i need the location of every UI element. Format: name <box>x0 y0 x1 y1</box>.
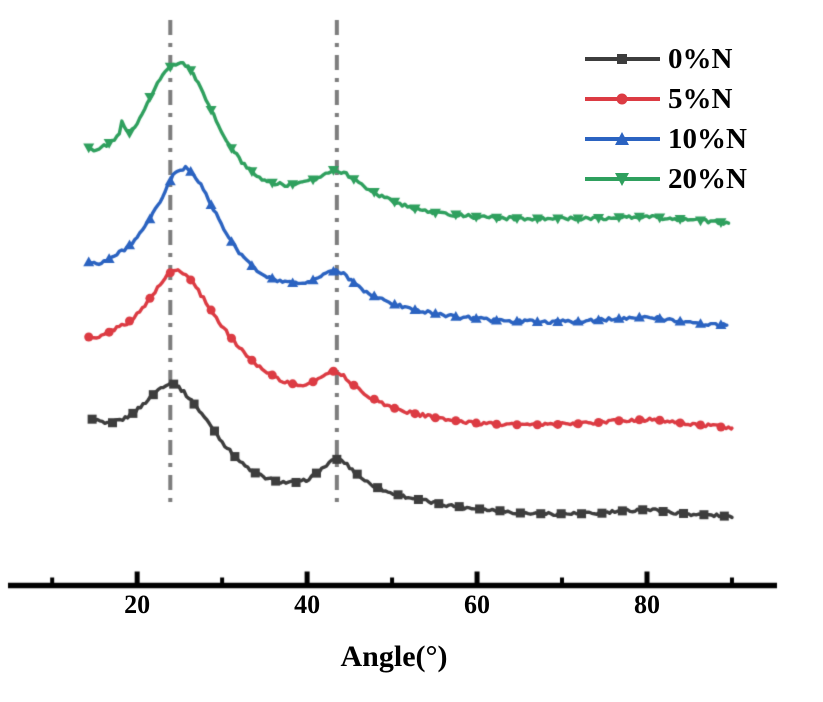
legend-circle-icon <box>585 93 660 105</box>
x-axis-title: Angle(°) <box>340 640 448 673</box>
legend-triangle-up-icon <box>585 132 660 145</box>
x-tick-label: 60 <box>464 590 491 619</box>
legend: 0%N 5%N 10%N 20%N <box>585 39 747 199</box>
legend-item-label: 20%N <box>668 162 747 195</box>
legend-item: 10%N <box>585 119 747 159</box>
x-tick-label: 80 <box>633 590 660 619</box>
legend-square-icon <box>585 54 660 64</box>
legend-item-label: 0%N <box>668 42 733 75</box>
x-tick-label: 20 <box>124 590 151 619</box>
legend-triangle-down-icon <box>585 173 660 186</box>
x-tick-label: 40 <box>294 590 321 619</box>
legend-item-label: 5%N <box>668 82 733 115</box>
legend-item: 0%N <box>585 39 747 79</box>
legend-item: 20%N <box>585 159 747 199</box>
legend-item-label: 10%N <box>668 122 747 155</box>
legend-item: 5%N <box>585 79 747 119</box>
